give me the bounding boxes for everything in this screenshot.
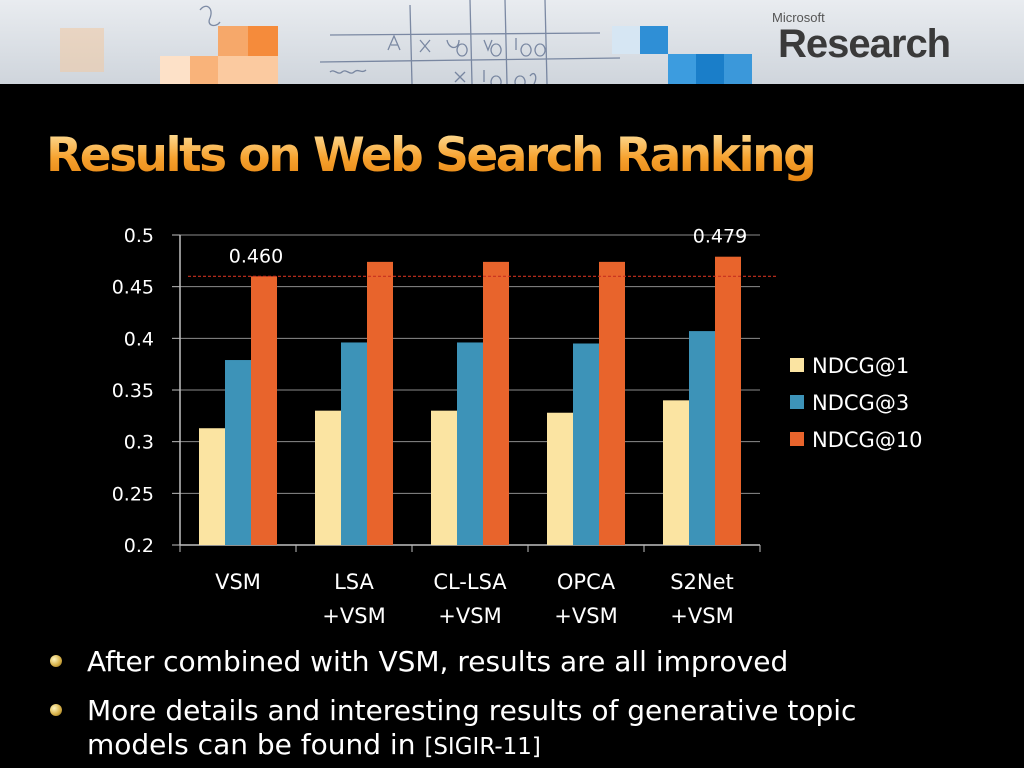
page-title: Results on Web Search Ranking <box>46 128 817 183</box>
decor-square <box>612 26 640 54</box>
decor-square <box>668 54 696 84</box>
brand-microsoft-label: Microsoft <box>772 10 825 25</box>
x-tick-label: S2Net <box>670 570 734 594</box>
data-label: 0.460 <box>229 245 283 267</box>
x-tick-label: +VSM <box>438 604 501 628</box>
bar-ndcg-3 <box>457 342 483 545</box>
bar-ndcg-1 <box>663 400 689 545</box>
citation-link: [SIGIR-11] <box>424 734 541 760</box>
y-tick-label: 0.25 <box>112 483 154 505</box>
legend-swatch <box>790 395 804 409</box>
bar-ndcg-3 <box>225 360 251 545</box>
bar-ndcg-1 <box>315 410 341 545</box>
decor-square <box>724 54 752 84</box>
bullet-icon <box>50 704 62 716</box>
y-tick-label: 0.5 <box>124 225 154 247</box>
brand-research-label: Research <box>778 22 951 66</box>
decor-square <box>190 56 218 84</box>
x-tick-label: VSM <box>215 570 261 594</box>
decor-square <box>248 26 278 56</box>
y-tick-label: 0.4 <box>124 328 154 350</box>
decor-square <box>218 56 278 84</box>
y-tick-label: 0.3 <box>124 432 154 454</box>
bar-ndcg-3 <box>341 342 367 545</box>
bar-chart: 0.5 0.45 0.4 0.35 0.3 0.25 0.2 VSM LSA +VSM CL-LSA… <box>112 225 923 628</box>
legend-label: NDCG@3 <box>812 391 909 415</box>
legend-label: NDCG@10 <box>812 428 923 452</box>
bar-ndcg-10 <box>715 256 741 545</box>
bar-ndcg-10 <box>251 276 277 545</box>
bullet-text: After combined with VSM, results are all… <box>87 645 789 678</box>
x-tick-label: +VSM <box>322 604 385 628</box>
bullet-icon <box>50 655 62 667</box>
bar-ndcg-1 <box>431 410 457 545</box>
decor-square <box>60 28 104 72</box>
legend-swatch <box>790 358 804 372</box>
whiteboard-sketch <box>199 0 621 84</box>
bar-ndcg-1 <box>547 412 573 545</box>
header-banner: Microsoft Research <box>0 0 1024 84</box>
bar-ndcg-1 <box>199 428 225 545</box>
x-tick-label: LSA <box>334 570 374 594</box>
bar-ndcg-3 <box>573 343 599 545</box>
y-tick-label: 0.35 <box>112 380 154 402</box>
bar-ndcg-10 <box>483 261 509 545</box>
x-tick-label: +VSM <box>554 604 617 628</box>
decor-square <box>640 26 668 54</box>
data-label: 0.479 <box>693 226 747 248</box>
bar-ndcg-10 <box>599 261 625 545</box>
bar-ndcg-3 <box>689 331 715 545</box>
legend-swatch <box>790 432 804 446</box>
x-tick-label: OPCA <box>557 570 616 594</box>
bullet-text: More details and interesting results of … <box>87 694 857 727</box>
bullet-text-block: More details and interesting results of … <box>87 694 856 764</box>
x-tick-label: +VSM <box>670 604 733 628</box>
decor-square <box>696 54 724 84</box>
decor-square <box>160 56 190 84</box>
bullet-text-cont: models can be found in <box>87 728 425 761</box>
y-tick-label: 0.45 <box>112 277 154 299</box>
x-tick-label: CL-LSA <box>433 570 507 594</box>
y-tick-label: 0.2 <box>124 535 154 557</box>
bar-ndcg-10 <box>367 261 393 545</box>
legend-label: NDCG@1 <box>812 354 909 378</box>
